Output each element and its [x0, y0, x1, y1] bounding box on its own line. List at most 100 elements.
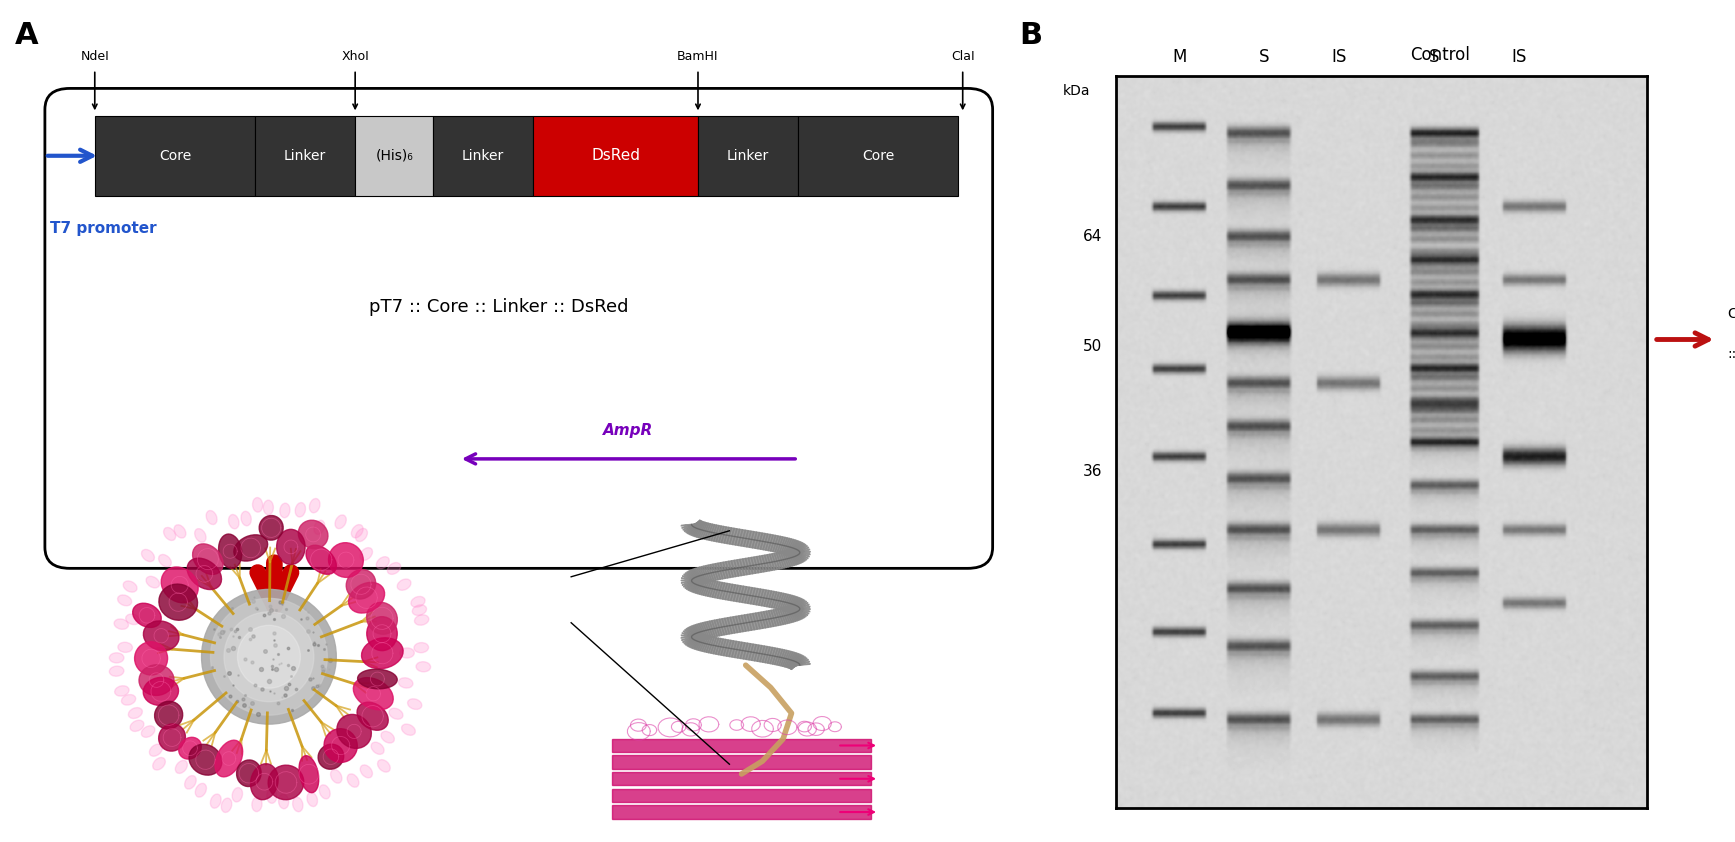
Ellipse shape: [175, 760, 187, 774]
Ellipse shape: [196, 783, 206, 797]
Polygon shape: [682, 524, 703, 526]
Polygon shape: [692, 578, 703, 593]
Polygon shape: [782, 552, 791, 567]
Polygon shape: [691, 626, 701, 641]
Ellipse shape: [298, 755, 319, 792]
Polygon shape: [682, 578, 701, 585]
Polygon shape: [788, 550, 796, 565]
Polygon shape: [691, 569, 703, 584]
Polygon shape: [789, 597, 800, 612]
Polygon shape: [697, 635, 706, 651]
Polygon shape: [691, 577, 701, 592]
Text: BamHI: BamHI: [677, 50, 718, 63]
Polygon shape: [722, 584, 730, 600]
Polygon shape: [717, 619, 723, 635]
Polygon shape: [791, 605, 809, 616]
Polygon shape: [789, 607, 810, 611]
Polygon shape: [758, 589, 767, 605]
Polygon shape: [746, 558, 753, 574]
Polygon shape: [701, 523, 710, 539]
Circle shape: [238, 626, 300, 688]
Text: Linker: Linker: [462, 149, 505, 163]
Polygon shape: [701, 579, 710, 595]
Ellipse shape: [382, 732, 394, 743]
Polygon shape: [743, 587, 750, 603]
Polygon shape: [718, 526, 727, 542]
Polygon shape: [684, 521, 701, 530]
Ellipse shape: [335, 515, 347, 529]
Ellipse shape: [267, 789, 278, 803]
Polygon shape: [789, 598, 800, 612]
Ellipse shape: [413, 605, 427, 616]
Ellipse shape: [189, 744, 222, 775]
Polygon shape: [715, 620, 722, 636]
Polygon shape: [746, 531, 755, 547]
Polygon shape: [696, 522, 704, 537]
Polygon shape: [703, 580, 711, 595]
Polygon shape: [756, 589, 763, 605]
Ellipse shape: [279, 504, 290, 518]
Ellipse shape: [118, 642, 132, 653]
Ellipse shape: [132, 603, 161, 627]
Polygon shape: [710, 525, 717, 541]
Polygon shape: [682, 578, 703, 583]
Polygon shape: [682, 576, 701, 584]
Polygon shape: [767, 591, 774, 607]
Polygon shape: [739, 559, 748, 575]
Ellipse shape: [415, 642, 429, 653]
Polygon shape: [727, 528, 734, 544]
Text: Control: Control: [1411, 46, 1470, 64]
Ellipse shape: [179, 738, 201, 759]
Polygon shape: [788, 597, 798, 612]
Polygon shape: [791, 605, 805, 618]
Ellipse shape: [253, 498, 262, 512]
Polygon shape: [717, 526, 723, 542]
Ellipse shape: [153, 758, 165, 770]
Polygon shape: [779, 608, 788, 624]
Polygon shape: [789, 549, 800, 564]
Polygon shape: [727, 617, 734, 633]
Ellipse shape: [154, 701, 182, 729]
Ellipse shape: [295, 503, 305, 517]
Polygon shape: [737, 559, 744, 576]
Ellipse shape: [219, 534, 241, 568]
Polygon shape: [694, 578, 704, 593]
Polygon shape: [689, 626, 701, 641]
Polygon shape: [789, 605, 800, 620]
Polygon shape: [774, 610, 781, 626]
Polygon shape: [696, 635, 706, 650]
Ellipse shape: [184, 775, 196, 789]
Polygon shape: [791, 655, 803, 669]
Polygon shape: [687, 577, 701, 590]
Ellipse shape: [115, 685, 128, 696]
Polygon shape: [736, 586, 744, 602]
Polygon shape: [729, 561, 736, 577]
Polygon shape: [755, 557, 762, 573]
Polygon shape: [755, 613, 763, 629]
Polygon shape: [687, 520, 701, 534]
Ellipse shape: [144, 678, 179, 706]
Polygon shape: [715, 563, 723, 579]
Ellipse shape: [149, 744, 163, 756]
Polygon shape: [786, 652, 795, 668]
Polygon shape: [713, 582, 720, 598]
Ellipse shape: [298, 520, 328, 549]
Polygon shape: [750, 531, 756, 548]
Polygon shape: [715, 582, 722, 598]
Polygon shape: [689, 577, 701, 591]
Ellipse shape: [319, 785, 330, 799]
Text: 36: 36: [1083, 464, 1102, 479]
Polygon shape: [781, 552, 788, 568]
Polygon shape: [791, 546, 807, 557]
Polygon shape: [723, 640, 730, 656]
Ellipse shape: [354, 678, 394, 710]
Ellipse shape: [125, 614, 141, 625]
Polygon shape: [791, 605, 803, 619]
Ellipse shape: [416, 662, 430, 672]
Ellipse shape: [408, 699, 422, 710]
Polygon shape: [711, 637, 718, 653]
Ellipse shape: [305, 546, 337, 574]
Polygon shape: [776, 609, 782, 625]
Polygon shape: [718, 562, 725, 578]
Polygon shape: [612, 772, 871, 786]
